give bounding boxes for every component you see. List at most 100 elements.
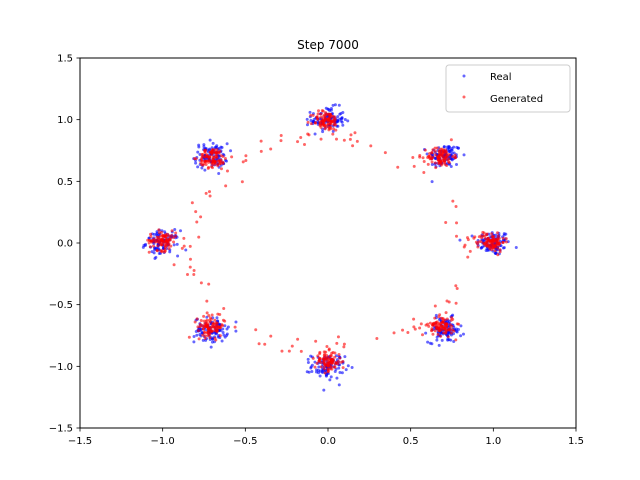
real-point [215, 316, 219, 320]
generated-point [199, 215, 203, 219]
generated-point [259, 139, 263, 143]
generated-point [445, 163, 449, 167]
generated-point [369, 144, 373, 148]
real-point [456, 146, 460, 150]
real-point [217, 172, 221, 176]
generated-point [426, 162, 430, 166]
generated-point [327, 126, 331, 130]
generated-point [428, 321, 432, 325]
real-point [220, 339, 224, 343]
generated-point [207, 282, 211, 286]
generated-point [205, 299, 209, 303]
real-point [452, 339, 456, 343]
generated-point [233, 325, 237, 329]
real-point [329, 106, 333, 110]
real-point [343, 117, 347, 121]
generated-point [412, 317, 416, 321]
generated-point [331, 132, 335, 136]
generated-point [434, 166, 438, 170]
real-point [339, 112, 343, 116]
generated-point [446, 158, 449, 162]
real-point [514, 246, 518, 250]
generated-point [147, 241, 151, 245]
real-point [196, 165, 200, 169]
real-point [209, 345, 213, 349]
real-point [328, 378, 332, 382]
generated-point [211, 151, 215, 155]
generated-point [336, 335, 340, 339]
generated-point [323, 127, 327, 131]
generated-point [476, 245, 480, 249]
real-point [442, 145, 446, 149]
generated-point [351, 144, 355, 148]
generated-point [495, 240, 499, 244]
real-point [430, 342, 434, 346]
real-point [329, 375, 333, 379]
generated-point [323, 371, 327, 375]
generated-point [148, 245, 152, 249]
generated-point [207, 333, 211, 337]
generated-point [488, 245, 492, 249]
real-point [202, 143, 206, 147]
generated-point [167, 246, 171, 250]
generated-point [433, 324, 437, 328]
generated-point [335, 341, 339, 345]
generated-point [200, 163, 204, 167]
generated-point [430, 329, 434, 333]
generated-point [324, 113, 328, 117]
generated-point [188, 265, 192, 269]
generated-point [434, 321, 438, 325]
generated-point [426, 322, 430, 326]
generated-point [324, 357, 328, 361]
real-point [222, 333, 226, 337]
generated-point [299, 349, 303, 353]
generated-point [269, 147, 273, 151]
generated-point [201, 327, 205, 331]
generated-point [190, 201, 194, 205]
real-point [439, 331, 443, 335]
real-point [335, 376, 339, 380]
generated-point [317, 109, 321, 113]
generated-point [208, 336, 212, 340]
generated-point [325, 344, 329, 348]
generated-point [223, 319, 227, 323]
real-point [425, 152, 429, 156]
real-point [306, 357, 310, 361]
generated-point [438, 153, 442, 157]
generated-point [435, 146, 439, 150]
generated-point [339, 360, 343, 364]
generated-point [501, 236, 505, 240]
generated-point [504, 240, 508, 244]
generated-point [454, 301, 458, 305]
generated-point [302, 142, 306, 146]
generated-point [161, 233, 165, 237]
generated-point [485, 232, 489, 236]
legend-marker-real [462, 74, 466, 78]
real-point [501, 246, 505, 250]
generated-point [328, 112, 332, 116]
generated-point [156, 244, 160, 248]
generated-point [450, 316, 454, 320]
generated-point [244, 154, 248, 158]
generated-point [259, 149, 263, 153]
y-tick-label: 0.0 [57, 239, 73, 250]
generated-point [214, 338, 218, 342]
generated-point [160, 230, 164, 234]
real-point [317, 365, 321, 369]
legend-marker-generated [462, 95, 466, 99]
generated-point [498, 250, 502, 254]
real-point [350, 366, 354, 369]
real-point [305, 123, 309, 127]
generated-point [438, 329, 442, 333]
generated-point [208, 150, 212, 154]
generated-point [299, 136, 303, 140]
generated-point [219, 160, 223, 164]
generated-point [331, 114, 335, 118]
real-point [322, 388, 326, 392]
generated-point [401, 328, 405, 332]
generated-point [279, 134, 283, 138]
real-point [450, 158, 454, 162]
real-point [225, 332, 229, 336]
generated-point [314, 339, 318, 343]
generated-point [149, 239, 153, 243]
